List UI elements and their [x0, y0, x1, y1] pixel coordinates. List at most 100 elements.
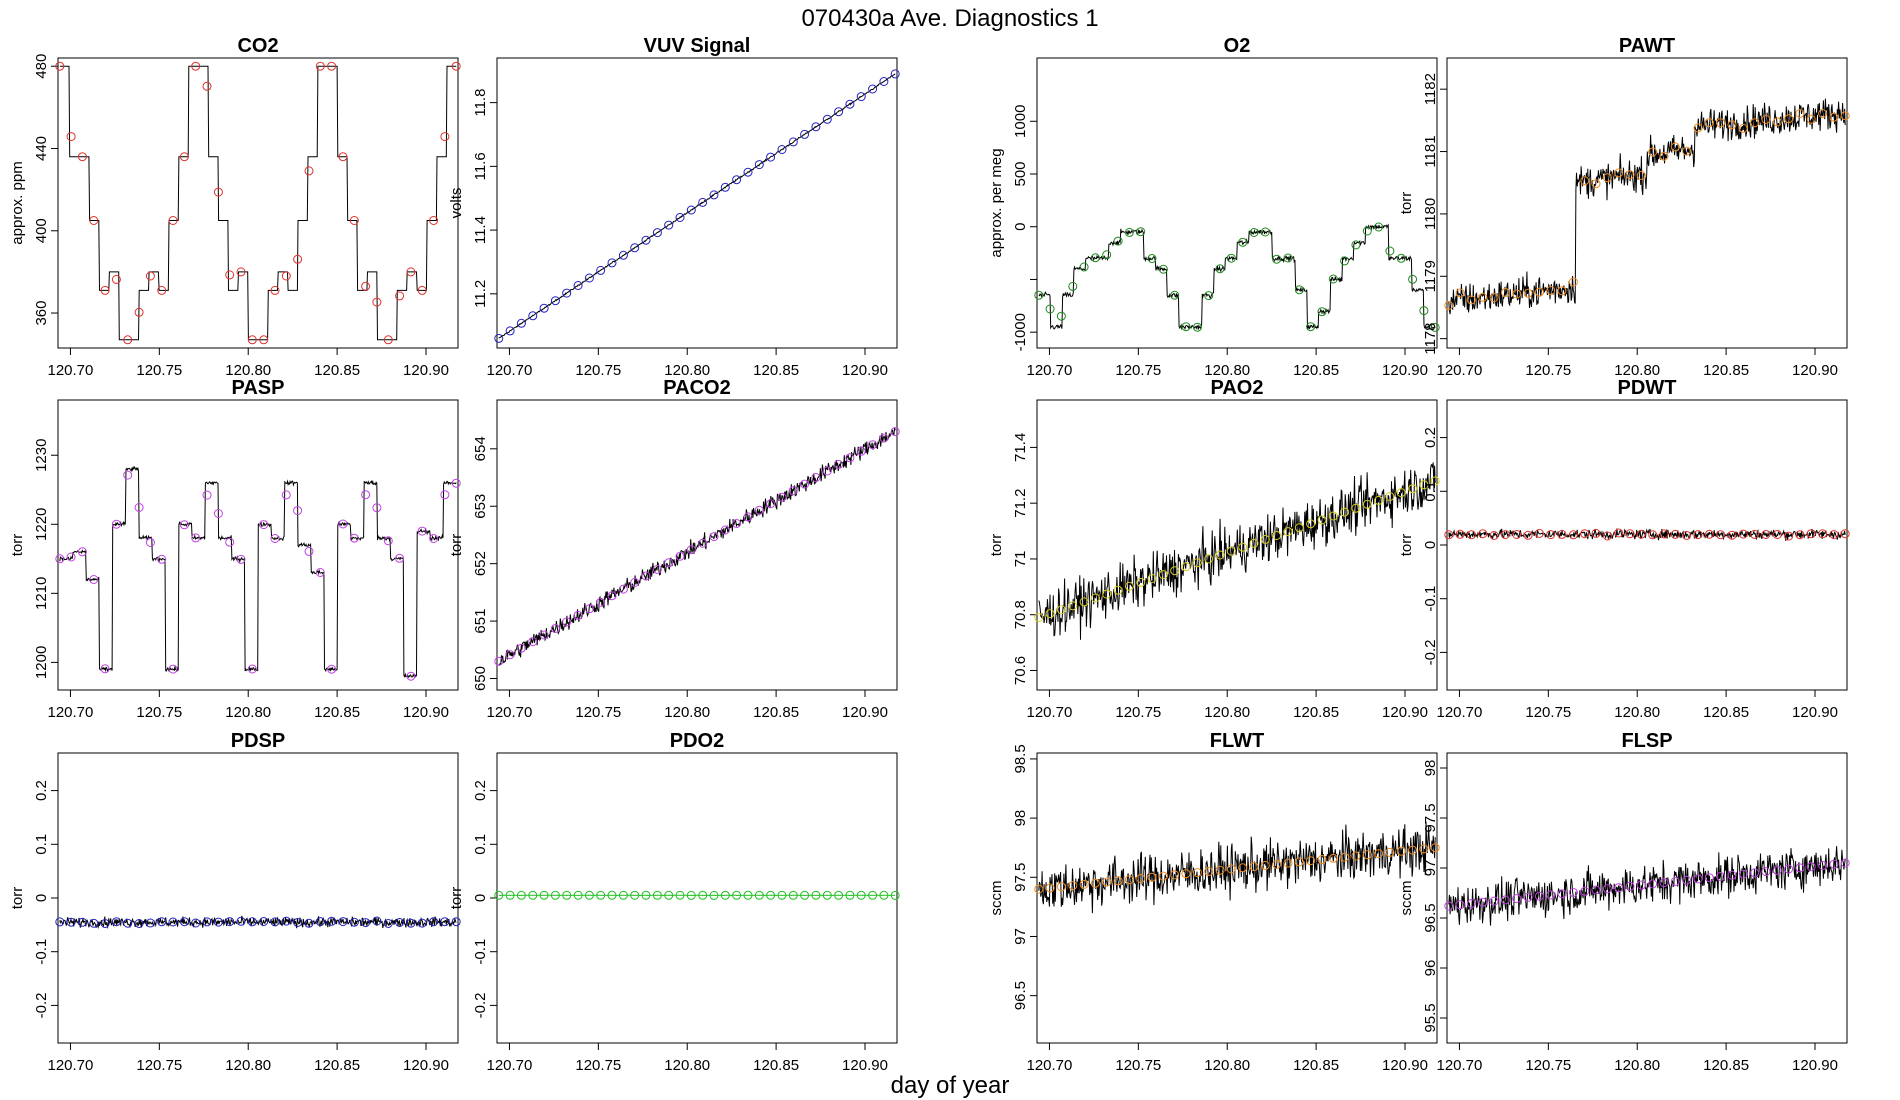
- x-tick-label: 120.75: [1115, 1057, 1161, 1074]
- average-marker: [1636, 880, 1646, 890]
- average-marker: [720, 525, 730, 535]
- average-marker: [1306, 322, 1316, 332]
- average-marker: [304, 918, 314, 928]
- average-marker: [720, 890, 730, 900]
- x-tick-label: 120.75: [1525, 704, 1571, 721]
- average-marker: [1226, 864, 1236, 874]
- average-marker: [1738, 869, 1748, 879]
- x-tick-label: 120.70: [1026, 362, 1072, 379]
- y-tick-label: 97: [1422, 860, 1439, 877]
- average-marker: [494, 890, 504, 900]
- average-marker: [1648, 147, 1658, 157]
- average-marker: [1614, 168, 1624, 178]
- series-line: [1448, 846, 1846, 926]
- average-marker: [383, 536, 393, 546]
- average-marker: [259, 917, 269, 926]
- average-marker: [516, 318, 526, 328]
- average-marker: [584, 890, 594, 900]
- average-marker: [1682, 875, 1692, 885]
- panel-pasp: PASP torr 120.70 120.75 120.80 120.85 120.90 12…: [9, 377, 461, 721]
- y-tick-label: 0.1: [33, 834, 50, 855]
- average-marker: [247, 664, 257, 674]
- average-marker: [1636, 529, 1646, 539]
- average-marker: [856, 92, 866, 102]
- average-marker: [675, 213, 685, 222]
- average-marker: [145, 271, 155, 281]
- y-tick-label: 96.5: [1422, 903, 1439, 932]
- average-marker: [1147, 574, 1157, 583]
- y-tick-label: -0.2: [1422, 639, 1439, 665]
- average-marker: [1568, 530, 1578, 540]
- y-tick-label: 650: [472, 666, 489, 691]
- average-marker: [1374, 495, 1384, 505]
- average-marker: [123, 918, 133, 928]
- average-marker: [1602, 173, 1612, 183]
- average-marker: [1546, 286, 1556, 295]
- average-marker: [607, 890, 617, 900]
- x-tick-label: 120.75: [1525, 362, 1571, 379]
- average-marker: [1659, 151, 1669, 161]
- average-marker: [1147, 872, 1157, 882]
- y-tick-label: -0.1: [1422, 586, 1439, 612]
- average-marker: [1238, 542, 1248, 552]
- panel-o2: O2 approx. per meg 120.70 120.75 120.80 120.8…: [988, 35, 1440, 379]
- series-line: [1038, 821, 1436, 914]
- x-tick-label: 120.90: [403, 704, 449, 721]
- y-tick-label: 1178: [1422, 323, 1439, 355]
- average-marker: [1829, 112, 1839, 122]
- average-marker: [777, 492, 787, 502]
- average-marker: [1840, 858, 1850, 868]
- figure-title: 070430a Ave. Diagnostics 1: [801, 5, 1098, 32]
- average-marker: [202, 490, 212, 500]
- average-marker: [596, 890, 606, 900]
- average-marker: [1534, 528, 1544, 538]
- average-marker: [868, 440, 878, 450]
- x-tick-label: 120.90: [403, 362, 449, 379]
- x-tick-label: 120.85: [753, 704, 799, 721]
- x-tick-label: 120.80: [1204, 362, 1250, 379]
- average-marker: [1113, 876, 1123, 886]
- average-marker: [834, 107, 844, 117]
- average-marker: [1079, 262, 1089, 272]
- x-tick-label: 120.70: [1436, 704, 1482, 721]
- average-marker: [1795, 530, 1805, 540]
- average-marker: [539, 890, 549, 900]
- x-tick-label: 120.80: [1204, 1057, 1250, 1074]
- average-marker: [879, 77, 889, 86]
- average-marker: [225, 270, 235, 280]
- y-tick-label: 440: [33, 136, 50, 161]
- average-marker: [327, 664, 337, 674]
- average-marker: [417, 526, 427, 536]
- plot-frame: [1036, 57, 1438, 349]
- average-marker: [111, 917, 121, 927]
- average-marker: [349, 917, 359, 927]
- average-marker: [1102, 877, 1112, 887]
- plot-frame: [1446, 399, 1848, 691]
- x-tick-label: 120.90: [1792, 704, 1838, 721]
- average-marker: [111, 519, 121, 529]
- average-marker: [1124, 875, 1134, 885]
- x-tick-label: 120.70: [47, 1057, 93, 1074]
- average-marker: [890, 69, 900, 79]
- average-marker: [675, 551, 685, 561]
- panel-pdwt: PDWT torr 120.70 120.75 120.80 120.85 120.90 -0…: [1398, 377, 1850, 721]
- average-marker: [304, 166, 314, 176]
- average-marker: [191, 61, 201, 71]
- average-marker: [1317, 515, 1327, 525]
- average-marker: [372, 916, 382, 926]
- average-marker: [1102, 250, 1112, 260]
- average-marker: [834, 459, 844, 469]
- average-marker: [1568, 888, 1578, 897]
- average-marker: [1750, 868, 1760, 878]
- average-marker: [800, 890, 810, 900]
- average-marker: [1466, 295, 1476, 305]
- average-marker: [1272, 254, 1282, 264]
- average-marker: [630, 578, 640, 587]
- x-tick-label: 120.90: [1382, 704, 1428, 721]
- average-marker: [630, 243, 640, 253]
- average-marker: [1625, 881, 1635, 891]
- x-tick-label: 120.70: [1436, 362, 1482, 379]
- y-tick-label: 500: [1012, 161, 1029, 186]
- y-tick-label: 98.5: [1012, 744, 1029, 773]
- average-marker: [562, 890, 572, 900]
